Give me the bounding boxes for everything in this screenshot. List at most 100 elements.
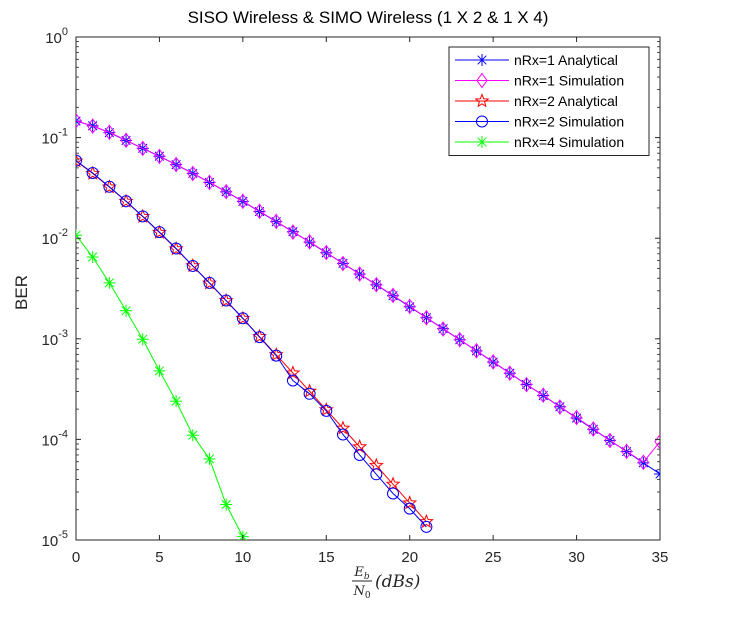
data-point: [270, 213, 282, 230]
legend-item: nRx=1 Analytical: [455, 52, 618, 68]
data-point: [135, 208, 151, 223]
data-point: [253, 203, 266, 220]
data-point: [137, 140, 149, 157]
x-tick-label: 20: [401, 549, 418, 566]
data-point: [253, 331, 266, 344]
data-point: [168, 241, 184, 256]
data-point: [154, 366, 165, 376]
data-point: [554, 399, 566, 415]
data-point: [370, 468, 383, 481]
legend-label: nRx=2 Analytical: [514, 93, 618, 109]
data-point: [120, 132, 132, 149]
data-point: [370, 276, 382, 293]
x-label-denominator: N0: [352, 584, 370, 601]
data-point: [404, 298, 416, 315]
legend-item: nRx=2 Simulation: [455, 114, 624, 130]
data-point: [153, 148, 166, 165]
x-tick-label: 25: [485, 549, 502, 566]
data-point: [220, 183, 232, 200]
x-tick-label: 5: [155, 549, 163, 566]
data-point: [487, 353, 499, 370]
data-point: [303, 387, 316, 400]
data-point: [387, 487, 400, 500]
x-label-num-symbol: E: [353, 565, 364, 580]
data-point: [153, 226, 166, 239]
legend-label: nRx=1 Analytical: [514, 52, 618, 68]
data-point: [403, 502, 416, 515]
data-point: [620, 443, 633, 460]
data-point: [477, 137, 487, 147]
x-tick-label: 10: [235, 549, 252, 566]
data-point: [87, 118, 99, 134]
x-label-numerator: Eb: [353, 565, 370, 582]
data-point: [604, 432, 616, 449]
x-tick-label: 30: [568, 549, 585, 566]
data-point: [121, 306, 131, 316]
data-point: [476, 72, 488, 89]
data-point: [303, 233, 316, 250]
data-point: [420, 520, 433, 533]
data-point: [221, 499, 231, 510]
y-tick-label: 10-3: [42, 328, 68, 349]
legend-item: nRx=2 Analytical: [455, 93, 618, 109]
data-point: [136, 210, 149, 223]
data-point: [637, 454, 649, 471]
series-line: [76, 160, 427, 528]
legend-label: nRx=1 Simulation: [514, 73, 624, 89]
data-point: [320, 404, 333, 417]
data-point: [385, 476, 401, 491]
data-point: [138, 334, 148, 344]
x-label-suffix: (dBs): [375, 572, 420, 592]
x-tick-label: 0: [72, 549, 80, 566]
x-axis-label: Eb N0 (dBs): [352, 565, 420, 601]
y-tick-label: 10-2: [42, 227, 68, 248]
x-tick-label: 15: [318, 549, 335, 566]
data-point: [203, 276, 216, 289]
data-point: [520, 376, 533, 393]
data-point: [76, 230, 81, 236]
series-4: [76, 154, 433, 533]
y-axis-label: BER: [12, 275, 31, 310]
data-point: [454, 331, 466, 348]
x-tick-label: 35: [652, 549, 669, 566]
data-point: [204, 454, 215, 464]
data-point: [402, 495, 418, 510]
chart-title: SISO Wireless & SIMO Wireless (1 X 2 & 1…: [188, 8, 549, 27]
data-point: [236, 312, 249, 325]
data-point: [104, 278, 115, 288]
data-point: [220, 294, 233, 307]
data-point: [286, 374, 299, 387]
data-point: [477, 55, 487, 65]
data-point: [353, 448, 366, 461]
y-tick-label: 10-4: [42, 428, 68, 449]
legend-item: nRx=1 Simulation: [455, 73, 624, 89]
data-point: [270, 349, 283, 362]
series-group: [76, 112, 660, 540]
data-point: [387, 287, 399, 304]
data-point: [655, 473, 660, 479]
data-point: [437, 321, 449, 337]
data-point: [76, 112, 82, 129]
data-point: [171, 396, 181, 406]
data-point: [151, 224, 167, 239]
data-point: [235, 310, 251, 325]
data-point: [186, 259, 199, 272]
data-point: [476, 115, 488, 128]
data-point: [418, 513, 434, 529]
data-point: [88, 252, 98, 262]
data-point: [103, 124, 116, 141]
data-point: [203, 174, 216, 191]
data-point: [570, 409, 583, 426]
data-point: [76, 154, 82, 167]
data-point: [85, 165, 101, 180]
legend: nRx=1 Analytical nRx=1 Simulation nRx=2 An…: [448, 46, 650, 156]
data-point: [587, 421, 599, 437]
data-point: [474, 93, 490, 108]
legend-label: nRx=2 Simulation: [514, 114, 624, 130]
data-point: [170, 156, 182, 173]
data-point: [120, 195, 133, 208]
data-point: [201, 275, 217, 290]
data-point: [470, 342, 483, 359]
data-point: [187, 165, 199, 182]
series-line: [76, 120, 660, 463]
